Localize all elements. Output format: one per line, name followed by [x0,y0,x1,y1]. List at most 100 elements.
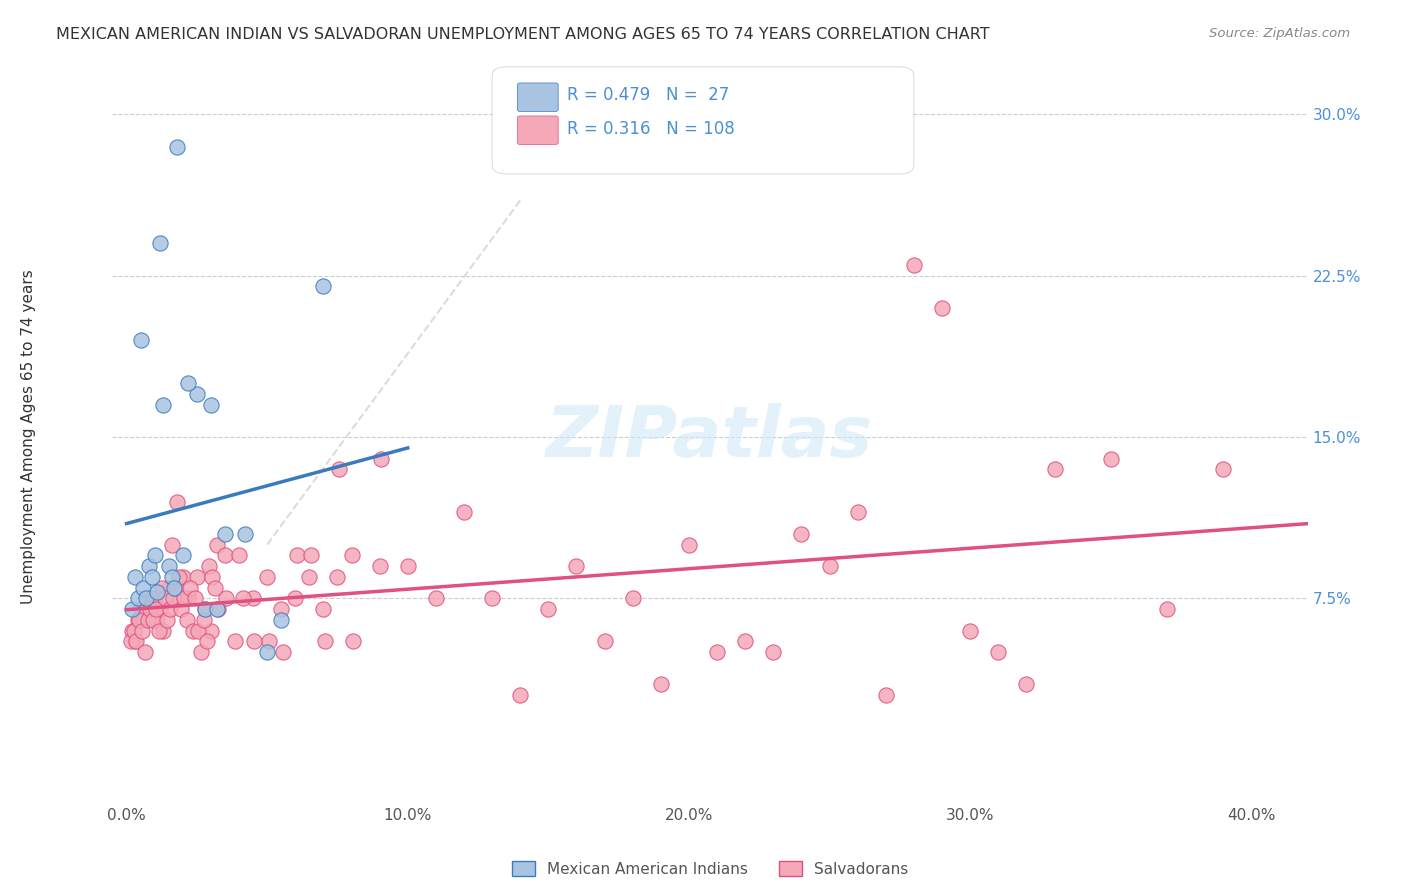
Legend: Mexican American Indians, Salvadorans: Mexican American Indians, Salvadorans [506,855,914,883]
Point [186,387,208,401]
Point [127,613,149,627]
Point [166,494,188,508]
Point [201,570,224,584]
Point [734,634,756,648]
Point [198,559,221,574]
Point [141,570,163,584]
Point [593,634,616,648]
Point [132,581,155,595]
Point [150,581,173,595]
Point [145,602,167,616]
Point [396,559,419,574]
Point [205,602,228,616]
Point [143,549,166,563]
Point [156,613,179,627]
Point [162,591,184,606]
Point [1015,677,1038,691]
Point [762,645,785,659]
Point [242,591,264,606]
Text: R = 0.316   N = 108: R = 0.316 N = 108 [567,120,734,138]
Point [1156,602,1178,616]
Point [481,591,503,606]
Point [195,634,218,648]
Point [312,279,335,293]
Point [368,559,391,574]
Text: Source: ZipAtlas.com: Source: ZipAtlas.com [1209,27,1350,40]
Point [142,613,165,627]
Point [173,591,195,606]
Point [256,645,278,659]
Point [256,570,278,584]
Point [172,549,194,563]
Point [135,602,157,616]
Point [146,613,169,627]
Point [214,527,236,541]
Point [285,549,308,563]
Point [170,602,193,616]
Point [131,624,153,638]
Text: Unemployment Among Ages 65 to 74 years: Unemployment Among Ages 65 to 74 years [21,269,35,605]
Point [143,591,166,606]
Point [243,634,266,648]
Point [128,613,150,627]
Point [326,570,349,584]
Text: ZIPatlas: ZIPatlas [547,402,873,472]
Point [205,538,228,552]
Point [846,505,869,519]
Point [903,258,925,272]
Point [152,398,174,412]
Point [194,602,217,616]
Point [134,645,156,659]
Point [200,398,222,412]
Point [187,624,209,638]
Point [160,538,183,552]
Point [190,645,212,659]
Point [149,602,172,616]
Point [706,645,728,659]
Point [129,602,152,616]
Point [121,602,143,616]
Point [132,613,155,627]
Point [120,634,142,648]
Point [166,139,188,153]
Point [138,591,160,606]
Point [186,570,208,584]
Point [141,602,163,616]
Point [453,505,475,519]
Point [299,549,322,563]
Point [124,570,146,584]
Point [1212,462,1234,476]
Point [122,624,145,638]
Point [537,602,560,616]
Point [172,570,194,584]
Point [153,591,176,606]
Point [177,591,200,606]
Point [565,559,588,574]
Point [1043,462,1066,476]
Point [157,559,180,574]
Point [214,549,236,563]
Point [149,236,172,251]
Point [139,602,162,616]
Point [224,634,246,648]
Point [167,570,190,584]
Point [509,688,531,702]
Point [650,677,672,691]
Point [207,602,229,616]
Point [215,591,238,606]
Point [159,602,181,616]
Point [136,613,159,627]
Point [135,591,157,606]
Point [678,538,700,552]
Point [621,591,644,606]
Point [193,613,215,627]
Point [127,591,149,606]
Point [875,688,897,702]
Point [959,624,981,638]
Point [204,581,226,595]
Point [425,591,447,606]
Point [129,333,152,347]
Point [284,591,307,606]
Point [177,376,200,391]
Point [200,624,222,638]
